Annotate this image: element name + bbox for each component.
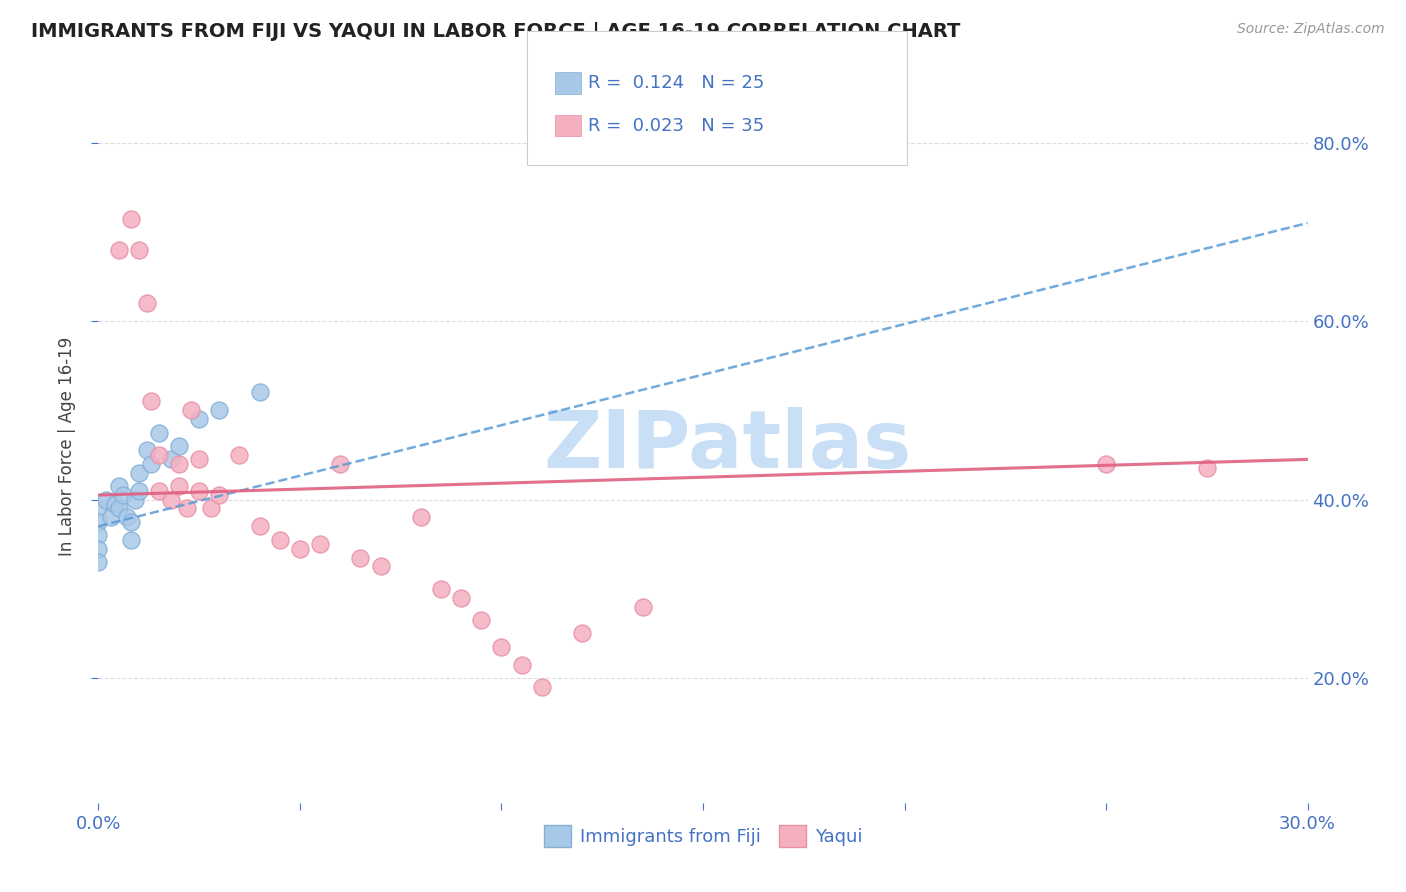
- Point: [249, 519, 271, 533]
- Point: [349, 550, 371, 565]
- Text: R =  0.023   N = 35: R = 0.023 N = 35: [588, 117, 763, 135]
- Text: ZIPatlas: ZIPatlas: [543, 407, 911, 485]
- Point: [111, 488, 134, 502]
- Point: [87, 541, 110, 556]
- Point: [167, 439, 190, 453]
- Point: [200, 501, 222, 516]
- Point: [128, 466, 150, 480]
- Point: [148, 448, 170, 462]
- Point: [120, 533, 142, 547]
- Point: [107, 479, 129, 493]
- Point: [309, 537, 332, 551]
- Point: [470, 613, 492, 627]
- Point: [87, 555, 110, 569]
- Point: [128, 243, 150, 257]
- Point: [176, 501, 198, 516]
- Point: [208, 403, 231, 417]
- Legend: Immigrants from Fiji, Yaqui: Immigrants from Fiji, Yaqui: [537, 818, 869, 855]
- Point: [450, 591, 472, 605]
- Point: [631, 599, 654, 614]
- Point: [288, 541, 311, 556]
- Point: [329, 457, 352, 471]
- Point: [103, 497, 125, 511]
- Point: [370, 559, 392, 574]
- Point: [115, 510, 138, 524]
- Text: Source: ZipAtlas.com: Source: ZipAtlas.com: [1237, 22, 1385, 37]
- Point: [100, 510, 122, 524]
- Point: [148, 425, 170, 440]
- Point: [249, 385, 271, 400]
- Point: [107, 243, 129, 257]
- Point: [188, 452, 211, 467]
- Point: [180, 403, 202, 417]
- Point: [228, 448, 250, 462]
- Point: [491, 640, 513, 654]
- Point: [135, 296, 157, 310]
- Point: [139, 394, 162, 409]
- Point: [135, 443, 157, 458]
- Point: [167, 457, 190, 471]
- Point: [96, 492, 118, 507]
- Point: [1195, 461, 1218, 475]
- Point: [1095, 457, 1118, 471]
- Point: [571, 626, 593, 640]
- Point: [160, 452, 183, 467]
- Text: R =  0.124   N = 25: R = 0.124 N = 25: [588, 74, 763, 92]
- Point: [139, 457, 162, 471]
- Point: [87, 501, 110, 516]
- Point: [160, 492, 183, 507]
- Point: [87, 515, 110, 529]
- Point: [87, 528, 110, 542]
- Point: [530, 680, 553, 694]
- Point: [107, 501, 129, 516]
- Point: [188, 412, 211, 426]
- Y-axis label: In Labor Force | Age 16-19: In Labor Force | Age 16-19: [58, 336, 76, 556]
- Point: [208, 488, 231, 502]
- Point: [510, 657, 533, 672]
- Point: [430, 582, 453, 596]
- Point: [167, 479, 190, 493]
- Point: [148, 483, 170, 498]
- Point: [120, 515, 142, 529]
- Point: [120, 211, 142, 226]
- Point: [124, 492, 146, 507]
- Point: [128, 483, 150, 498]
- Point: [409, 510, 432, 524]
- Point: [188, 483, 211, 498]
- Text: IMMIGRANTS FROM FIJI VS YAQUI IN LABOR FORCE | AGE 16-19 CORRELATION CHART: IMMIGRANTS FROM FIJI VS YAQUI IN LABOR F…: [31, 22, 960, 42]
- Point: [269, 533, 291, 547]
